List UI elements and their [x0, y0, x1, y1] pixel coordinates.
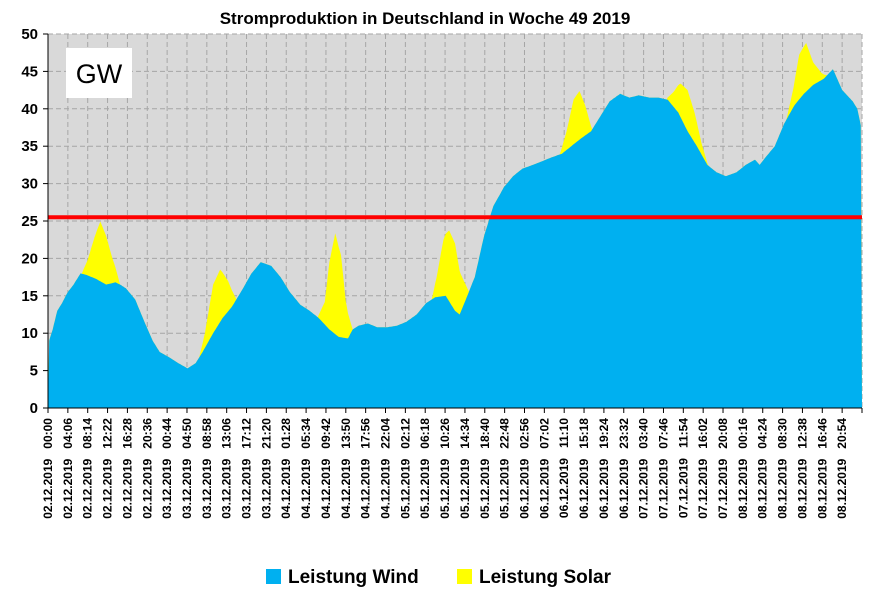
x-tick-label: 08.12.2019 04:24: [756, 418, 770, 519]
y-tick-label: 25: [21, 213, 38, 230]
unit-label: GW: [76, 59, 123, 89]
x-tick-label: 05.12.2019 18:40: [478, 418, 492, 519]
x-tick-label: 03.12.2019 04:50: [180, 418, 194, 519]
x-tick-label: 06.12.2019 07:02: [537, 418, 551, 519]
x-tick-label: 08.12.2019 16:46: [815, 418, 829, 519]
x-tick-label: 06.12.2019 02:56: [517, 418, 531, 519]
area-series: [48, 43, 862, 408]
x-tick-label: 06.12.2019 19:24: [597, 418, 611, 519]
x-tick-label: 08.12.2019 00:16: [736, 418, 750, 519]
y-tick-label: 45: [21, 63, 38, 80]
x-tick-label: 03.12.2019 13:06: [220, 418, 234, 519]
y-tick-label: 10: [21, 325, 38, 342]
y-tick-label: 20: [21, 250, 38, 267]
x-tick-label: 02.12.2019 20:36: [140, 418, 154, 519]
legend-label: Leistung Wind: [288, 567, 419, 588]
x-tick-label: 02.12.2019 04:06: [61, 418, 75, 519]
y-tick-label: 50: [21, 26, 38, 43]
x-tick-label: 06.12.2019 11:10: [557, 418, 571, 518]
x-tick-label: 03.12.2019 08:58: [200, 418, 214, 519]
x-tick-label: 05.12.2019 22:48: [498, 418, 512, 519]
x-tick-label: 05.12.2019 02:12: [398, 418, 412, 519]
x-tick-label: 04.12.2019 13:50: [339, 418, 353, 519]
x-tick-label: 07.12.2019 16:02: [696, 418, 710, 519]
y-tick-label: 35: [21, 138, 38, 155]
x-tick-label: 07.12.2019 07:46: [656, 418, 670, 519]
x-tick-label: 07.12.2019 11:54: [676, 418, 690, 518]
x-tick-label: 08.12.2019 20:54: [835, 418, 849, 519]
legend: Leistung Wind Leistung Solar: [266, 567, 612, 588]
y-tick-labels: 0 5 10 15 20 25 30 35 40 45 50: [21, 26, 38, 417]
y-tick-label: 40: [21, 101, 38, 118]
y-tick-label: 0: [30, 400, 38, 417]
unit-label-background: [66, 48, 132, 98]
x-tick-label: 07.12.2019 20:08: [716, 418, 730, 519]
legend-label: Leistung Solar: [479, 567, 612, 588]
x-tick-labels: 02.12.2019 00:00 02.12.2019 04:06 02.12.20…: [41, 418, 849, 519]
chart-title: Stromproduktion in Deutschland in Woche …: [220, 9, 631, 28]
x-tick-label: 04.12.2019 22:04: [379, 418, 393, 519]
x-tick-label: 06.12.2019 15:18: [577, 418, 591, 519]
x-tick-label: 08.12.2019 12:38: [795, 418, 809, 519]
x-tick-label: 03.12.2019 00:44: [160, 418, 174, 519]
x-tick-label: 04.12.2019 09:42: [319, 418, 333, 519]
x-tick-label: 02.12.2019 16:28: [120, 418, 134, 519]
x-tick-label: 05.12.2019 06:18: [418, 418, 432, 519]
x-tick-label: 05.12.2019 14:34: [458, 418, 472, 519]
unit-label-box: GW: [66, 48, 132, 98]
x-tick-label: 04.12.2019 05:34: [299, 418, 313, 519]
x-tick-label: 04.12.2019 01:28: [279, 418, 293, 519]
y-tick-label: 30: [21, 176, 38, 193]
x-tick-label: 02.12.2019 00:00: [41, 418, 55, 519]
legend-swatch: [457, 569, 472, 584]
axes: [43, 33, 863, 413]
x-tick-label: 07.12.2019 03:40: [637, 418, 651, 519]
x-tick-label: 08.12.2019 08:30: [776, 418, 790, 519]
x-tick-label: 06.12.2019 23:32: [617, 418, 631, 519]
x-tick-label: 03.12.2019 21:20: [259, 418, 273, 519]
x-tick-label: 02.12.2019 12:22: [101, 418, 115, 519]
x-tick-label: 05.12.2019 10:26: [438, 418, 452, 519]
x-tick-label: 02.12.2019 08:14: [81, 418, 95, 519]
y-tick-label: 5: [30, 363, 38, 380]
legend-swatch: [266, 569, 281, 584]
x-tick-label: 04.12.2019 17:56: [359, 418, 373, 519]
x-tick-label: 03.12.2019 17:12: [240, 418, 254, 519]
series-wind-area: [48, 69, 862, 408]
y-tick-label: 15: [21, 288, 38, 305]
